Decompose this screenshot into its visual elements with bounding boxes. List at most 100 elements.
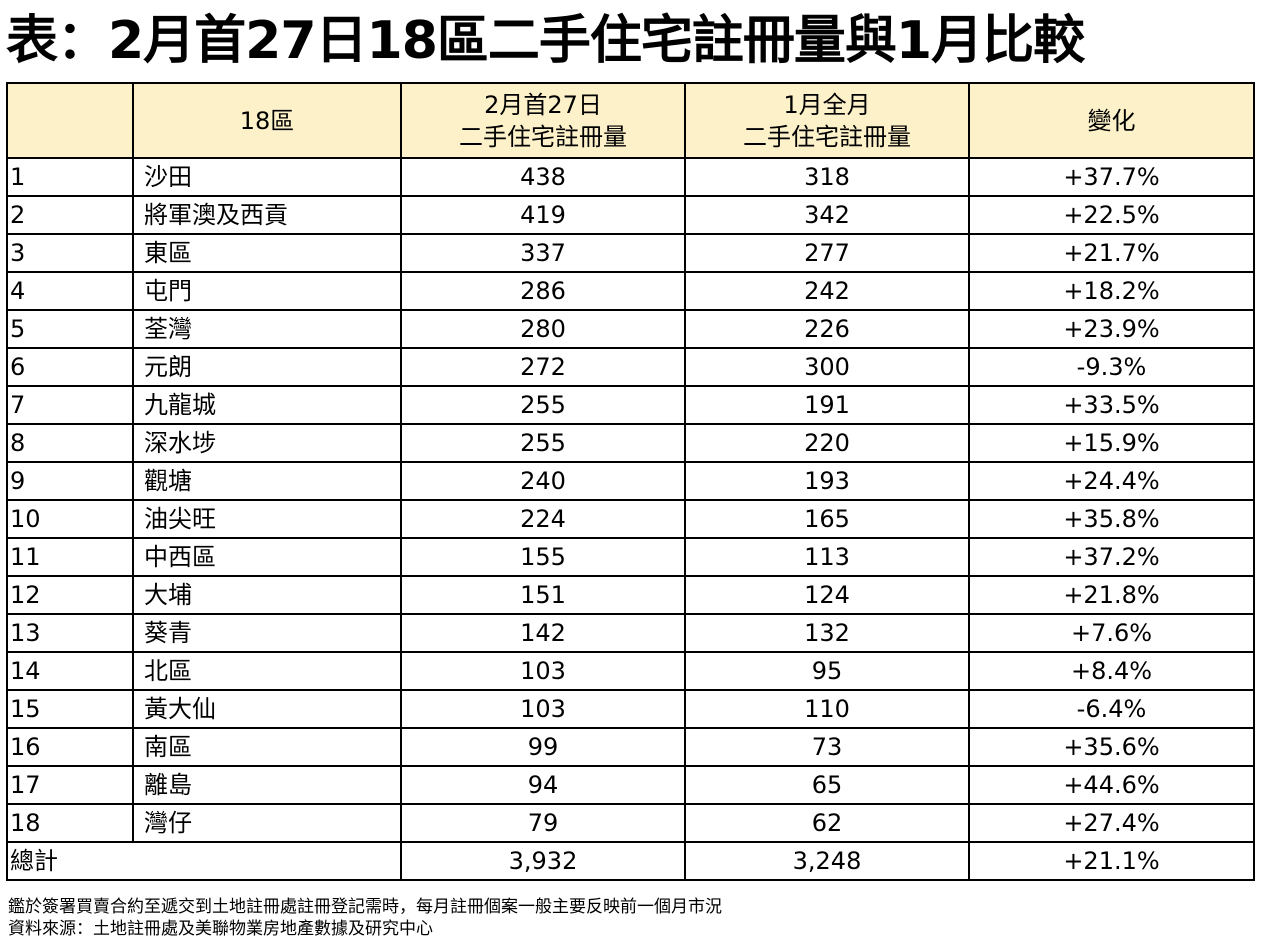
- table-row: 10 油尖旺 224 165 +35.8%: [6, 499, 1255, 539]
- table-cell: 99: [400, 727, 686, 767]
- table-cell: 132: [684, 613, 970, 653]
- table-cell: 2: [6, 195, 134, 235]
- table-cell: 將軍澳及西貢: [132, 195, 402, 235]
- table-cell: 屯門: [132, 271, 402, 311]
- table-cell: 79: [400, 803, 686, 843]
- table-cell: 103: [400, 651, 686, 691]
- table-cell: +21.7%: [968, 233, 1255, 273]
- table-row: 15 黃大仙 103 110 -6.4%: [6, 689, 1255, 729]
- table-cell: 277: [684, 233, 970, 273]
- table-cell: +37.2%: [968, 537, 1255, 577]
- source-note: 資料來源：土地註冊處及美聯物業房地產數據及研究中心: [8, 919, 433, 939]
- table-row: 1 沙田 438 318 +37.7%: [6, 157, 1255, 197]
- table-cell: 337: [400, 233, 686, 273]
- column-header: 18區: [132, 82, 402, 159]
- table-cell: 九龍城: [132, 385, 402, 425]
- table-cell: 9: [6, 461, 134, 501]
- total-row: 總計 3,932 3,248 +21.1%: [6, 841, 1255, 881]
- table-cell: 103: [400, 689, 686, 729]
- table-cell: 95: [684, 651, 970, 691]
- table-cell: 94: [400, 765, 686, 805]
- table-cell: 18: [6, 803, 134, 843]
- table-row: 6 元朗 272 300 -9.3%: [6, 347, 1255, 387]
- table-cell: 155: [400, 537, 686, 577]
- table-cell: +44.6%: [968, 765, 1255, 805]
- table-cell: +8.4%: [968, 651, 1255, 691]
- table-cell: 深水埗: [132, 423, 402, 463]
- table-cell: 151: [400, 575, 686, 615]
- table-cell: +35.8%: [968, 499, 1255, 539]
- table-cell: 255: [400, 385, 686, 425]
- table-cell: 318: [684, 157, 970, 197]
- table-cell: 62: [684, 803, 970, 843]
- table-cell: 15: [6, 689, 134, 729]
- table-cell: 226: [684, 309, 970, 349]
- table-cell: +21.8%: [968, 575, 1255, 615]
- table-cell: 280: [400, 309, 686, 349]
- table-cell: +35.6%: [968, 727, 1255, 767]
- table-cell: 中西區: [132, 537, 402, 577]
- table-cell: 165: [684, 499, 970, 539]
- table-cell: 14: [6, 651, 134, 691]
- table-cell: 16: [6, 727, 134, 767]
- table-row: 7 九龍城 255 191 +33.5%: [6, 385, 1255, 425]
- table-row: 16 南區 99 73 +35.6%: [6, 727, 1255, 767]
- table-cell: +27.4%: [968, 803, 1255, 843]
- table-cell: 65: [684, 765, 970, 805]
- table-header-row: 18區 2月首27日 二手住宅註冊量 1月全月 二手住宅註冊量 變化: [6, 82, 1255, 159]
- table-cell: 10: [6, 499, 134, 539]
- table-cell: 17: [6, 765, 134, 805]
- table-row: 13 葵青 142 132 +7.6%: [6, 613, 1255, 653]
- table-cell: 224: [400, 499, 686, 539]
- table-cell: 灣仔: [132, 803, 402, 843]
- table-cell: 7: [6, 385, 134, 425]
- table-cell: +37.7%: [968, 157, 1255, 197]
- table-cell: 342: [684, 195, 970, 235]
- table-row: 11 中西區 155 113 +37.2%: [6, 537, 1255, 577]
- table-cell: 1: [6, 157, 134, 197]
- table-cell: 沙田: [132, 157, 402, 197]
- table-cell: 419: [400, 195, 686, 235]
- table-cell: 南區: [132, 727, 402, 767]
- table-cell: 大埔: [132, 575, 402, 615]
- page-title: 表：2月首27日18區二手住宅註冊量與1月比較: [6, 11, 1085, 71]
- table-row: 5 荃灣 280 226 +23.9%: [6, 309, 1255, 349]
- total-cell: 3,932: [400, 841, 686, 881]
- table-cell: 4: [6, 271, 134, 311]
- table-row: 2 將軍澳及西貢 419 342 +22.5%: [6, 195, 1255, 235]
- table-cell: 6: [6, 347, 134, 387]
- column-header: 1月全月 二手住宅註冊量: [684, 82, 970, 159]
- table-cell: 300: [684, 347, 970, 387]
- table-cell: 12: [6, 575, 134, 615]
- table-cell: -9.3%: [968, 347, 1255, 387]
- table-cell: 220: [684, 423, 970, 463]
- table-cell: 觀塘: [132, 461, 402, 501]
- column-header: [6, 82, 134, 159]
- table-cell: 油尖旺: [132, 499, 402, 539]
- table-row: 9 觀塘 240 193 +24.4%: [6, 461, 1255, 501]
- total-cell: +21.1%: [968, 841, 1255, 881]
- table-row: 8 深水埗 255 220 +15.9%: [6, 423, 1255, 463]
- footnote: 鑑於簽署買賣合約至遞交到土地註冊處註冊登記需時，每月註冊個案一般主要反映前一個月…: [8, 897, 722, 917]
- table-row: 4 屯門 286 242 +18.2%: [6, 271, 1255, 311]
- table-cell: 110: [684, 689, 970, 729]
- table-cell: +18.2%: [968, 271, 1255, 311]
- table-cell: 255: [400, 423, 686, 463]
- table-cell: 3: [6, 233, 134, 273]
- table-cell: 荃灣: [132, 309, 402, 349]
- table-row: 3 東區 337 277 +21.7%: [6, 233, 1255, 273]
- table-cell: 438: [400, 157, 686, 197]
- table-cell: 黃大仙: [132, 689, 402, 729]
- table-cell: 5: [6, 309, 134, 349]
- table-cell: 113: [684, 537, 970, 577]
- table-cell: +22.5%: [968, 195, 1255, 235]
- table-cell: 11: [6, 537, 134, 577]
- table-cell: 191: [684, 385, 970, 425]
- table-cell: +24.4%: [968, 461, 1255, 501]
- total-label: 總計: [6, 841, 402, 881]
- table-cell: +7.6%: [968, 613, 1255, 653]
- table-cell: +15.9%: [968, 423, 1255, 463]
- column-header: 變化: [968, 82, 1255, 159]
- table-cell: 240: [400, 461, 686, 501]
- table-cell: +33.5%: [968, 385, 1255, 425]
